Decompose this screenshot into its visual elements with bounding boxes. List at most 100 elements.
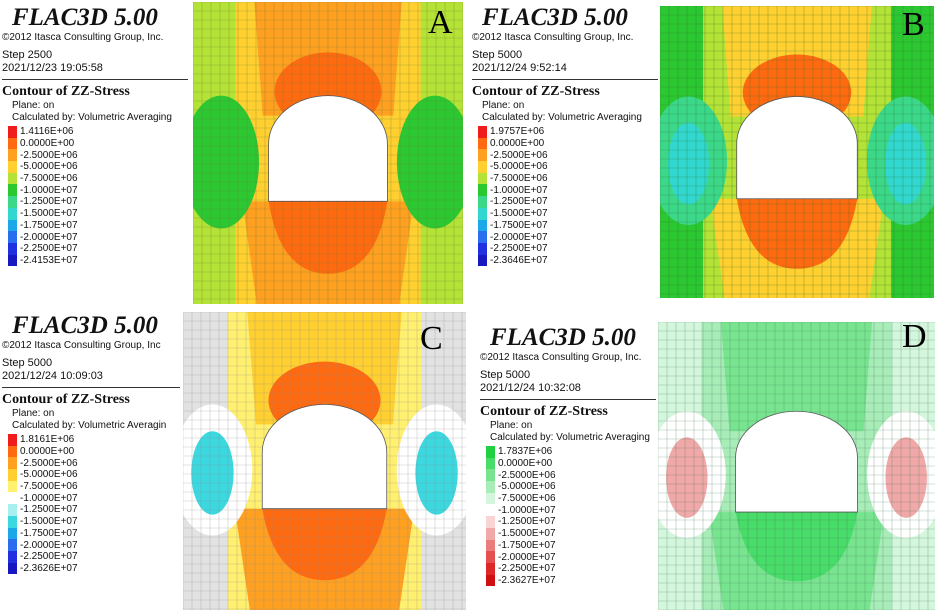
scale-swatch <box>8 149 17 162</box>
scale-row: -1.0000E+07 <box>2 492 180 505</box>
scale-label: -2.2500E+07 <box>20 243 78 255</box>
scale-label: -1.5000E+07 <box>20 208 78 220</box>
calculated-by-label: Calculated by: Volumetric Averaging <box>12 112 172 123</box>
color-scale: 1.4116E+06 0.0000E+00 -2.5000E+06 -5.0000E+… <box>2 126 188 267</box>
stress-contour <box>193 2 463 304</box>
timestamp: 2021/12/24 10:09:03 <box>2 370 103 382</box>
color-scale: 1.8161E+06 0.0000E+00 -2.5000E+06 -5.0000E+… <box>2 434 180 575</box>
contour-title: Contour of ZZ-Stress <box>480 404 608 419</box>
step-label: Step 5000 <box>472 49 523 61</box>
floor-zone-inner <box>262 508 387 581</box>
scale-label: -1.7500E+07 <box>20 527 78 539</box>
scale-swatch <box>8 515 17 528</box>
mesh-grid <box>183 312 466 610</box>
panel-d: FLAC3D 5.00 ©2012 Itasca Consulting Grou… <box>470 308 941 612</box>
scale-swatch <box>486 574 495 587</box>
scale-row: 1.7837E+06 <box>480 446 656 458</box>
panel-letter: A <box>428 4 453 41</box>
software-title: FLAC3D 5.00 <box>482 4 628 31</box>
scale-row: -5.0000E+06 <box>2 161 188 173</box>
scale-swatch <box>8 469 17 481</box>
divider <box>2 79 188 80</box>
scale-label: -1.0000E+07 <box>20 492 78 504</box>
panel-letter: B <box>902 6 925 43</box>
scale-row: -7.5000E+06 <box>472 172 658 185</box>
scale-label: -1.7500E+07 <box>490 219 548 231</box>
step-label: Step 2500 <box>2 49 53 61</box>
scale-label: -5.0000E+06 <box>20 469 78 481</box>
scale-row: -1.7500E+07 <box>2 219 188 232</box>
scale-label: -1.5000E+07 <box>490 208 548 220</box>
scale-swatch <box>478 231 487 243</box>
legend: FLAC3D 5.00 ©2012 Itasca Consulting Grou… <box>480 324 656 587</box>
scale-row: 0.0000E+00 <box>480 457 656 470</box>
legend: FLAC3D 5.00 ©2012 Itasca Consulting Grou… <box>2 4 188 267</box>
panel-letter: C <box>420 320 443 357</box>
scale-row: -2.3626E+07 <box>2 562 180 575</box>
scale-label: -1.2500E+07 <box>20 504 78 516</box>
scale-swatch <box>8 492 17 505</box>
scale-label: -1.0000E+07 <box>498 504 556 516</box>
scale-label: -5.0000E+06 <box>20 161 78 173</box>
calculated-by-label: Calculated by: Volumetric Averaging <box>482 112 642 123</box>
contour-plot <box>660 6 934 298</box>
scale-label: -2.5000E+06 <box>498 469 556 481</box>
scale-swatch <box>8 207 17 220</box>
scale-row: -1.7500E+07 <box>2 527 180 540</box>
left-sidewall-core <box>191 431 234 515</box>
step-label: Step 5000 <box>2 357 53 369</box>
scale-swatch <box>8 219 17 232</box>
panel-a: FLAC3D 5.00 ©2012 Itasca Consulting Grou… <box>0 0 468 306</box>
scale-label: -1.0000E+07 <box>20 184 78 196</box>
scale-row: 1.9757E+06 <box>472 126 658 138</box>
scale-row: -7.5000E+06 <box>480 492 656 505</box>
scale-swatch <box>486 562 495 575</box>
scale-label: -1.7500E+07 <box>498 539 556 551</box>
scale-row: -7.5000E+06 <box>2 172 188 185</box>
scale-label: -1.7500E+07 <box>20 219 78 231</box>
scale-row: -1.7500E+07 <box>472 219 658 232</box>
right-sidewall-core <box>414 122 456 208</box>
scale-row: -1.0000E+07 <box>472 184 658 197</box>
legend: FLAC3D 5.00 ©2012 Itasca Consulting Grou… <box>472 4 658 267</box>
scale-swatch <box>478 137 487 150</box>
scale-swatch <box>478 184 487 197</box>
scale-row: 1.8161E+06 <box>2 434 180 446</box>
scale-swatch <box>486 504 495 517</box>
scale-swatch <box>478 207 487 220</box>
scale-label: -7.5000E+06 <box>20 173 78 185</box>
scale-label: -1.0000E+07 <box>490 184 548 196</box>
scale-row: -5.0000E+06 <box>472 161 658 173</box>
scale-swatch <box>486 539 495 552</box>
scale-swatch <box>478 172 487 185</box>
floor-zone-inner <box>736 198 858 269</box>
scale-swatch <box>8 539 17 551</box>
tunnel-opening <box>735 410 858 513</box>
contour-plot <box>183 312 466 610</box>
stress-contour <box>183 312 466 610</box>
floor-zone-inner <box>735 512 858 582</box>
scale-swatch <box>486 551 495 563</box>
scale-row: -1.2500E+07 <box>480 516 656 528</box>
scale-swatch <box>8 242 17 255</box>
scale-row: -1.0000E+07 <box>480 504 656 517</box>
scale-label: -1.2500E+07 <box>498 516 556 528</box>
scale-row: -2.5000E+06 <box>472 149 658 162</box>
scale-row: -7.5000E+06 <box>2 480 180 493</box>
timestamp: 2021/12/24 9:52:14 <box>472 62 567 74</box>
scale-row: -2.0000E+07 <box>2 231 188 243</box>
calculated-by-label: Calculated by: Volumetric Averaging <box>490 432 650 443</box>
contour-title: Contour of ZZ-Stress <box>2 392 130 407</box>
tunnel-opening <box>268 95 388 202</box>
contour-plot <box>193 2 463 304</box>
stress-contour <box>660 6 934 298</box>
plane-label: Plane: on <box>12 408 55 419</box>
scale-swatch <box>8 527 17 540</box>
scale-swatch <box>8 434 17 446</box>
plane-label: Plane: on <box>490 420 533 431</box>
scale-label: -2.5000E+06 <box>490 149 548 161</box>
scale-row: -1.5000E+07 <box>2 207 188 220</box>
scale-label: -2.2500E+07 <box>498 563 556 575</box>
scale-label: -2.3646E+07 <box>490 254 548 266</box>
scale-label: 1.8161E+06 <box>20 434 75 446</box>
